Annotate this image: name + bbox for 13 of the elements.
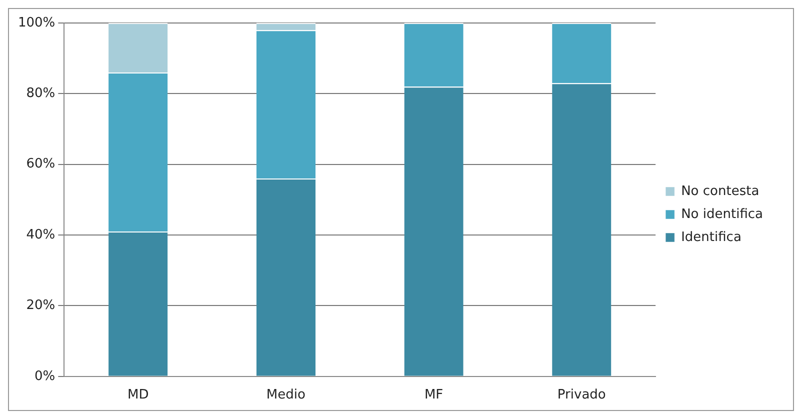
- y-tick-label: 40%: [26, 227, 56, 242]
- legend-label: No identifica: [681, 206, 764, 222]
- legend-label: No contesta: [681, 184, 760, 199]
- y-tick-label: 60%: [26, 156, 56, 172]
- y-tick-label: 80%: [26, 86, 56, 102]
- x-tick-label: Medio: [266, 388, 306, 403]
- x-tick-label: Privado: [557, 388, 606, 403]
- legend-label: Identifica: [681, 230, 742, 245]
- x-tick-label: MD: [127, 388, 149, 403]
- y-tick-label: 0%: [34, 368, 56, 384]
- x-tick-label: MF: [424, 388, 444, 403]
- y-tick-label: 100%: [18, 15, 56, 30]
- y-tick-label: 20%: [26, 298, 56, 314]
